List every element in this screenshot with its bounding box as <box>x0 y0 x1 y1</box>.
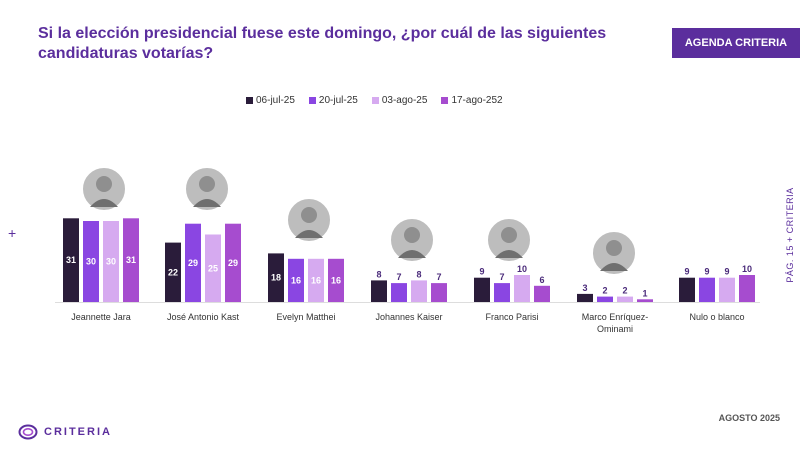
bar-7-series-4 <box>739 275 755 302</box>
candidate-photo-head-6 <box>606 240 622 256</box>
value-label-5-series-2: 7 <box>499 272 504 282</box>
value-label-3-series-3: 16 <box>311 275 321 285</box>
bar-6-series-4 <box>637 299 653 302</box>
bar-2-series-1 <box>165 242 181 302</box>
bar-6-series-1 <box>577 293 593 302</box>
page-title: Si la elección presidencial fuese este d… <box>38 25 607 62</box>
value-label-5-series-4: 6 <box>539 275 544 285</box>
value-label-4-series-3: 8 <box>416 269 421 279</box>
bar-7-series-3 <box>719 277 735 302</box>
bar-3-series-1 <box>268 253 284 302</box>
bar-5-series-4 <box>534 285 550 302</box>
value-label-2-series-3: 25 <box>208 263 218 273</box>
legend-label-series-2: 20-jul-25 <box>318 95 358 106</box>
value-label-7-series-2: 9 <box>704 267 709 277</box>
value-label-1-series-4: 31 <box>126 255 136 265</box>
bar-7-series-2 <box>699 277 715 302</box>
candidate-photo-body-5 <box>495 250 523 258</box>
bar-3-series-4 <box>328 258 344 302</box>
value-label-5-series-3: 10 <box>517 264 527 274</box>
legend-item-series-1: 06-jul-25 <box>246 95 295 106</box>
candidate-photo-head-3 <box>301 207 317 223</box>
legend-label-series-3: 03-ago-25 <box>381 95 428 106</box>
candidate-photo-body-2 <box>193 199 221 207</box>
value-label-4-series-1: 8 <box>376 269 381 279</box>
criteria-logo: CRITERIA <box>18 424 112 440</box>
value-label-6-series-3: 2 <box>622 286 627 296</box>
value-label-2-series-2: 29 <box>188 258 198 268</box>
value-label-1-series-3: 30 <box>106 257 116 267</box>
candidate-photo-body-3 <box>295 230 323 238</box>
value-label-3-series-2: 16 <box>291 275 301 285</box>
bar-6-series-3 <box>617 296 633 302</box>
bar-2-series-2 <box>185 223 201 302</box>
value-label-7-series-3: 9 <box>724 267 729 277</box>
category-label-3: Evelyn Matthei <box>276 312 335 322</box>
category-label-6: Marco Enríquez- <box>582 312 649 322</box>
bar-7-series-1 <box>679 277 695 302</box>
value-label-6-series-4: 1 <box>642 288 647 298</box>
value-label-4-series-2: 7 <box>396 272 401 282</box>
category-label-2: José Antonio Kast <box>167 312 240 322</box>
candidate-photo-head-2 <box>199 176 215 192</box>
value-label-3-series-1: 18 <box>271 273 281 283</box>
footer-date: AGOSTO 2025 <box>718 413 780 423</box>
value-label-7-series-1: 9 <box>684 267 689 277</box>
bar-1-series-4 <box>123 218 139 302</box>
candidate-photo-body-1 <box>90 199 118 207</box>
candidate-photo-head-5 <box>501 227 517 243</box>
category-label-7: Nulo o blanco <box>689 312 744 322</box>
legend-swatch-series-1 <box>246 97 253 104</box>
value-label-6-series-1: 3 <box>582 283 587 293</box>
bar-1-series-1 <box>63 218 79 302</box>
category-label-6-line-2: Ominami <box>597 324 633 334</box>
candidate-photo-body-4 <box>398 250 426 258</box>
category-label-1: Jeannette Jara <box>71 312 131 322</box>
bar-2-series-3 <box>205 234 221 302</box>
logo-text: CRITERIA <box>44 426 112 438</box>
candidate-photo-body-6 <box>600 263 628 271</box>
legend-item-series-4: 17-ago-252 <box>441 95 503 106</box>
plus-decoration-icon: + <box>8 225 17 241</box>
value-label-7-series-4: 10 <box>742 264 752 274</box>
value-label-6-series-2: 2 <box>602 286 607 296</box>
legend-label-series-4: 17-ago-252 <box>451 95 503 106</box>
bar-4-series-1 <box>371 280 387 302</box>
bar-1-series-3 <box>103 221 119 302</box>
bar-5-series-2 <box>494 283 510 302</box>
value-label-1-series-2: 30 <box>86 257 96 267</box>
category-label-4: Johannes Kaiser <box>375 312 442 322</box>
legend-swatch-series-3 <box>371 97 379 104</box>
value-label-4-series-4: 7 <box>436 272 441 282</box>
bar-4-series-2 <box>391 283 407 302</box>
category-label-5: Franco Parisi <box>485 312 538 322</box>
legend-swatch-series-2 <box>308 97 316 104</box>
legend-label-series-1: 06-jul-25 <box>256 95 295 106</box>
value-label-1-series-1: 31 <box>66 255 76 265</box>
bar-2-series-4 <box>225 223 241 302</box>
legend-item-series-2: 20-jul-25 <box>308 95 358 106</box>
legend-swatch-series-4 <box>441 97 449 104</box>
value-label-5-series-1: 9 <box>479 267 484 277</box>
legend-item-series-3: 03-ago-25 <box>371 95 428 106</box>
bar-3-series-2 <box>288 258 304 302</box>
agenda-badge: AGENDA CRITERIA <box>672 28 800 58</box>
bar-5-series-3 <box>514 275 530 302</box>
bar-3-series-3 <box>308 258 324 302</box>
value-label-2-series-4: 29 <box>228 258 238 268</box>
bar-5-series-1 <box>474 277 490 302</box>
value-label-2-series-1: 22 <box>168 267 178 277</box>
chart-legend: 06-jul-25 20-jul-25 03-ago-25 17-ago-252 <box>246 95 503 106</box>
bar-6-series-2 <box>597 296 613 302</box>
criteria-logo-icon <box>18 424 38 440</box>
value-label-3-series-4: 16 <box>331 275 341 285</box>
bar-4-series-3 <box>411 280 427 302</box>
candidate-photo-head-4 <box>404 227 420 243</box>
candidate-photo-head-1 <box>96 176 112 192</box>
bar-1-series-2 <box>83 221 99 302</box>
bar-4-series-4 <box>431 283 447 302</box>
